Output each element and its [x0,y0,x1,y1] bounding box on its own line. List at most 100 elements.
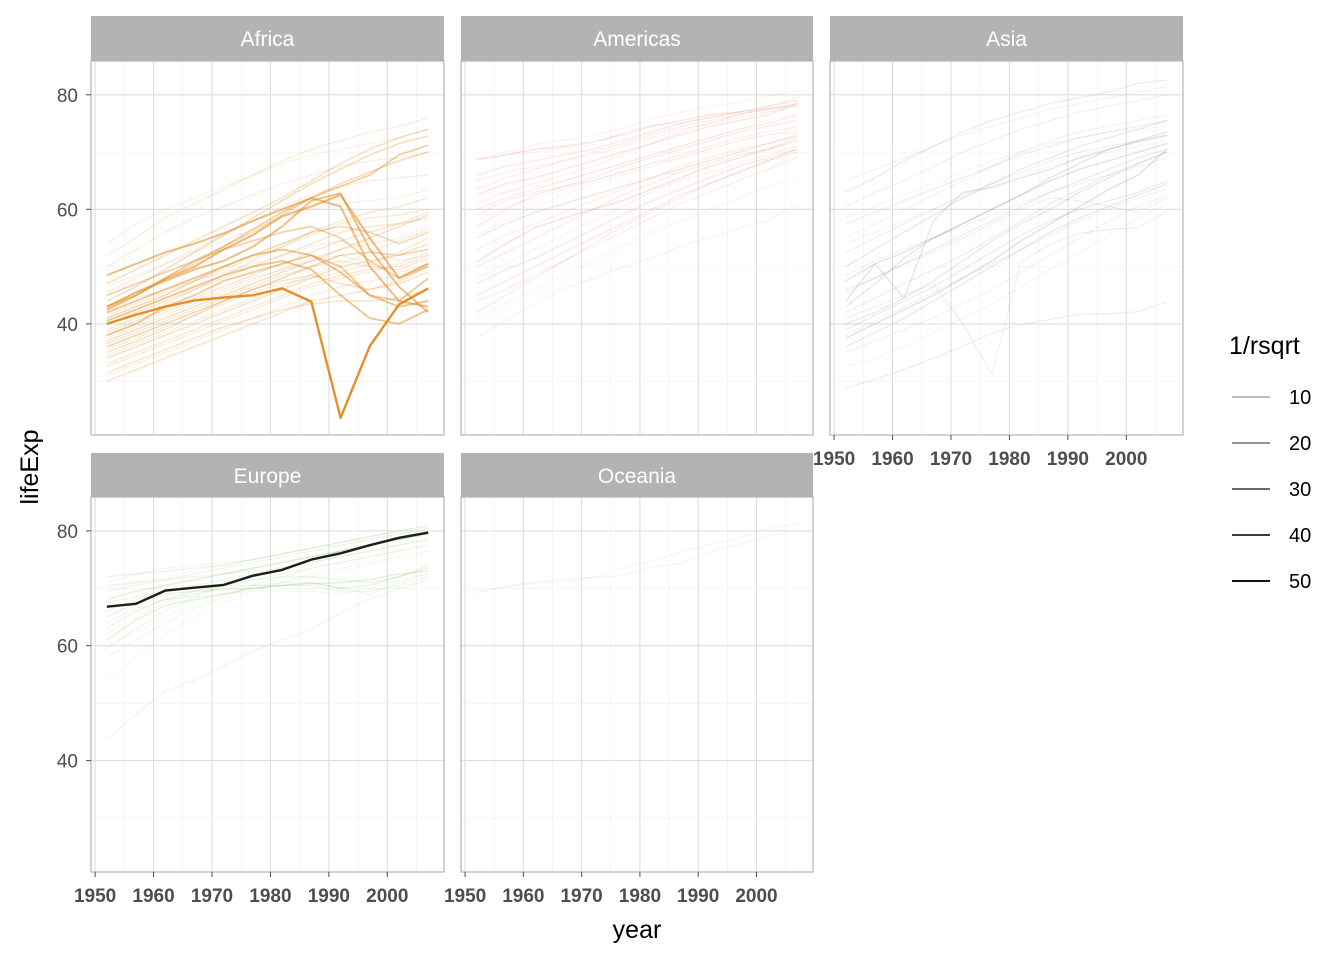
series-line [476,128,798,236]
series-line [476,105,798,182]
panel-border [460,60,814,436]
series-line [106,225,429,319]
y-tick-label: 80 [57,522,78,543]
series-line [845,301,1168,389]
series-line [476,523,798,594]
series-line [106,151,429,308]
series-line [476,151,798,296]
x-tick-label: 1950 [444,886,486,907]
series-line [106,211,429,334]
series-line [845,140,1168,245]
series-line [476,104,798,160]
facet-strip-label: Africa [241,28,295,51]
series-line [106,259,429,325]
series-line [476,145,798,279]
series-line [106,265,429,354]
series-line [106,573,429,624]
series-line [476,177,798,319]
x-tick-label: 1980 [619,886,661,907]
series-line [476,97,798,205]
panel-africa: Africa 40 60 80 [57,16,445,436]
series-group [106,117,429,419]
series-line [476,120,798,228]
series-line [845,131,1168,308]
series-line [845,210,1168,375]
x-tick-label: 1970 [191,886,233,907]
y-tick-label: 80 [57,86,78,107]
panel-oceania: Oceania 1950 1960 1970 1980 1990 2000 [444,453,814,907]
series-line [106,128,429,245]
x-tick-label: 2000 [366,886,408,907]
x-tick-label: 1990 [308,886,350,907]
x-tick-label: 1960 [502,886,544,907]
series-line [845,188,1168,336]
series-line [106,237,429,351]
series-line [106,196,429,308]
series-line [106,553,429,647]
x-tick-label: 1970 [930,449,972,470]
series-line [106,525,429,578]
facet-strip [91,16,444,61]
series-line [476,134,798,250]
panel-americas: Americas [460,16,814,436]
highlight-series-line [106,531,429,608]
series-group [476,90,798,339]
series-line [845,151,1168,325]
panel-border [829,60,1184,436]
series-line [106,579,429,741]
series-line [106,288,429,374]
series-line [845,203,1168,368]
series-line [476,114,798,199]
y-tick-label: 60 [57,637,78,658]
x-tick-label: 1990 [677,886,719,907]
series-line [476,125,798,216]
legend-title: 1/rsqrt [1229,332,1300,360]
facet-strip [461,16,813,61]
series-line [106,254,429,337]
series-line [106,248,429,348]
series-line [106,128,429,285]
series-line [106,257,429,345]
panel-border [90,496,445,873]
series-line [106,197,429,331]
facet-strip-label: Oceania [598,465,677,488]
series-line [845,142,1168,282]
series-line [476,114,798,210]
series-line [476,102,798,196]
series-line [106,174,429,293]
series-line [106,527,429,592]
series-line [106,208,429,316]
x-tick-label: 1990 [1047,449,1089,470]
series-line [106,225,429,339]
series-line [476,90,798,160]
series-group [845,79,1168,389]
series-line [476,131,798,222]
series-line [845,85,1168,182]
series-line [845,197,1168,290]
series-line [106,550,429,681]
series-line [106,248,429,314]
series-group [106,524,429,741]
x-tick-label: 1950 [813,449,855,470]
series-line [106,570,429,641]
panel-border [460,496,814,873]
series-line [476,203,798,339]
y-tick-label: 60 [57,200,78,221]
series-line [106,217,429,325]
series-line [106,243,429,359]
series-line [106,564,429,630]
series-line [476,139,798,263]
series-line [476,104,798,161]
series-line [106,135,429,302]
series-line [845,194,1168,353]
series-line [845,94,1168,207]
highlight-series-line [106,287,429,419]
x-tick-label: 2000 [1105,449,1147,470]
series-line [106,544,429,635]
series-line [106,254,429,365]
x-tick-label: 1960 [132,886,174,907]
series-line [106,539,429,598]
series-line [106,214,429,342]
series-line [476,148,798,285]
series-line [106,240,429,311]
